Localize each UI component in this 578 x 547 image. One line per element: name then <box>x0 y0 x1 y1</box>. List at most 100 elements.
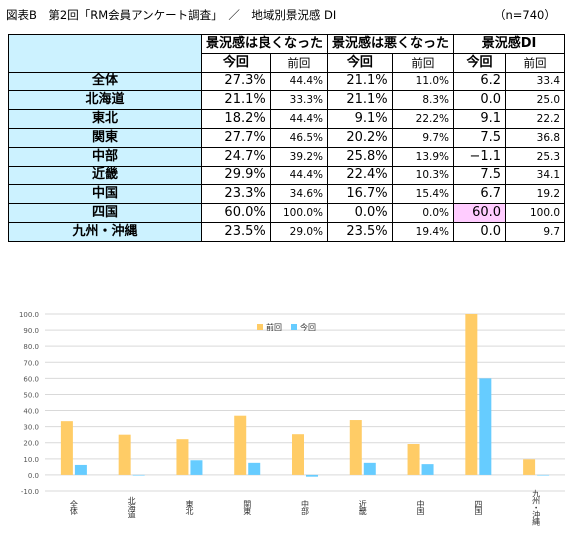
y-tick-label: 30.0 <box>23 424 39 432</box>
di-previous-cell: 36.8 <box>505 127 566 148</box>
bar-previous <box>523 459 536 475</box>
bar-current <box>479 378 492 475</box>
table-row: 関東 27.7% 46.5% 20.2% 9.7% 7.5 36.8 <box>8 127 566 148</box>
y-tick-label: 80.0 <box>23 343 39 351</box>
subheader-current: 今回 <box>453 52 507 73</box>
improved-previous-cell: 34.6% <box>269 184 329 205</box>
improved-current-cell: 18.2% <box>201 109 271 129</box>
x-tick-label: 関東 <box>243 500 252 516</box>
bar-previous <box>349 420 362 475</box>
region-label: 東北 <box>8 109 202 129</box>
y-tick-label: 60.0 <box>23 375 39 383</box>
worsened-previous-cell: 19.4% <box>391 221 455 242</box>
di-current-cell: −1.1 <box>453 146 507 167</box>
improved-current-cell: 29.9% <box>201 165 271 186</box>
region-label: 四国 <box>8 203 202 223</box>
x-tick-label: 九州・沖縄 <box>532 490 541 526</box>
header-di: 景況感DI <box>453 34 566 54</box>
region-label: 北海道 <box>8 90 202 111</box>
bar-current <box>537 474 550 476</box>
worsened-current-cell: 22.4% <box>327 165 393 186</box>
bar-current <box>248 462 261 475</box>
improved-current-cell: 23.5% <box>201 221 271 242</box>
improved-current-cell: 27.3% <box>201 71 271 92</box>
bar-current <box>74 464 87 475</box>
region-label: 関東 <box>8 127 202 148</box>
legend-label: 前回 <box>266 322 282 332</box>
bar-previous <box>60 421 73 475</box>
table-row: 四国 60.0% 100.0% 0.0% 0.0% 60.0 100.0 <box>8 203 566 223</box>
worsened-previous-cell: 9.7% <box>391 127 455 148</box>
bar-previous <box>118 434 131 475</box>
region-label: 中国 <box>8 184 202 205</box>
x-tick-label: 北海道 <box>127 497 136 520</box>
legend-label: 今回 <box>300 322 316 332</box>
di-previous-cell: 9.7 <box>505 221 566 242</box>
y-tick-label: 50.0 <box>23 391 39 399</box>
x-tick-label: 近畿 <box>358 499 367 516</box>
improved-previous-cell: 29.0% <box>269 221 329 242</box>
regional-di-table: 景況感は良くなった 景況感は悪くなった 景況感DI 今回 前回 今回 前回 今回… <box>8 34 566 242</box>
bar-current <box>190 460 203 475</box>
table-row: 東北 18.2% 44.4% 9.1% 22.2% 9.1 22.2 <box>8 109 566 129</box>
di-current-cell: 0.0 <box>453 221 507 242</box>
improved-current-cell: 23.3% <box>201 184 271 205</box>
di-current-cell: 7.5 <box>453 127 507 148</box>
improved-previous-cell: 44.4% <box>269 71 329 92</box>
y-tick-label: 40.0 <box>23 408 39 416</box>
improved-current-cell: 24.7% <box>201 146 271 167</box>
di-current-cell: 6.2 <box>453 71 507 92</box>
y-tick-label: -10.0 <box>21 488 39 496</box>
di-previous-cell: 34.1 <box>505 165 566 186</box>
di-current-cell: 60.0 <box>453 203 507 223</box>
y-tick-label: 90.0 <box>23 327 39 335</box>
bar-previous <box>176 439 189 475</box>
improved-previous-cell: 44.4% <box>269 165 329 186</box>
subheader-previous: 前回 <box>391 52 455 73</box>
table-corner <box>8 34 202 73</box>
improved-previous-cell: 100.0% <box>269 203 329 223</box>
x-tick-label: 四国 <box>474 500 483 516</box>
header-improved: 景況感は良くなった <box>200 34 329 54</box>
worsened-current-cell: 23.5% <box>327 221 393 242</box>
y-tick-label: 10.0 <box>23 456 39 464</box>
improved-current-cell: 27.7% <box>201 127 271 148</box>
worsened-current-cell: 25.8% <box>327 146 393 167</box>
di-current-cell: 0.0 <box>453 90 507 111</box>
legend-swatch <box>291 324 297 330</box>
worsened-previous-cell: 10.3% <box>391 165 455 186</box>
subheader-previous: 前回 <box>269 52 329 73</box>
di-current-cell: 9.1 <box>453 109 507 129</box>
table-row: 中部 24.7% 39.2% 25.8% 13.9% −1.1 25.3 <box>8 146 566 167</box>
worsened-current-cell: 20.2% <box>327 127 393 148</box>
bar-current <box>132 474 145 476</box>
improved-previous-cell: 44.4% <box>269 109 329 129</box>
sample-size-note: （n=740） <box>494 8 556 22</box>
improved-previous-cell: 33.3% <box>269 90 329 111</box>
subheader-current: 今回 <box>327 52 393 73</box>
region-label: 全体 <box>8 71 202 92</box>
di-previous-cell: 19.2 <box>505 184 566 205</box>
worsened-current-cell: 0.0% <box>327 203 393 223</box>
bar-current <box>306 474 318 477</box>
x-tick-label: 中部 <box>301 499 310 516</box>
bar-current <box>363 462 376 475</box>
di-current-cell: 6.7 <box>453 184 507 205</box>
worsened-current-cell: 16.7% <box>327 184 393 205</box>
bar-previous <box>465 314 478 475</box>
worsened-current-cell: 9.1% <box>327 109 393 129</box>
di-previous-cell: 25.3 <box>505 146 566 167</box>
region-label: 中部 <box>8 146 202 167</box>
worsened-previous-cell: 22.2% <box>391 109 455 129</box>
y-tick-label: 70.0 <box>23 359 39 367</box>
y-tick-label: 100.0 <box>19 311 39 319</box>
worsened-previous-cell: 8.3% <box>391 90 455 111</box>
table-row: 北海道 21.1% 33.3% 21.1% 8.3% 0.0 25.0 <box>8 90 566 111</box>
improved-previous-cell: 39.2% <box>269 146 329 167</box>
improved-current-cell: 60.0% <box>201 203 271 223</box>
legend-swatch <box>257 324 263 330</box>
di-previous-cell: 33.4 <box>505 71 566 92</box>
worsened-previous-cell: 0.0% <box>391 203 455 223</box>
di-bar-chart: -10.0 0.0 10.0 20.0 30.0 40.0 50.0 60.0 70.0 80.0… <box>19 311 565 526</box>
table-row: 近畿 29.9% 44.4% 22.4% 10.3% 7.5 34.1 <box>8 165 566 186</box>
